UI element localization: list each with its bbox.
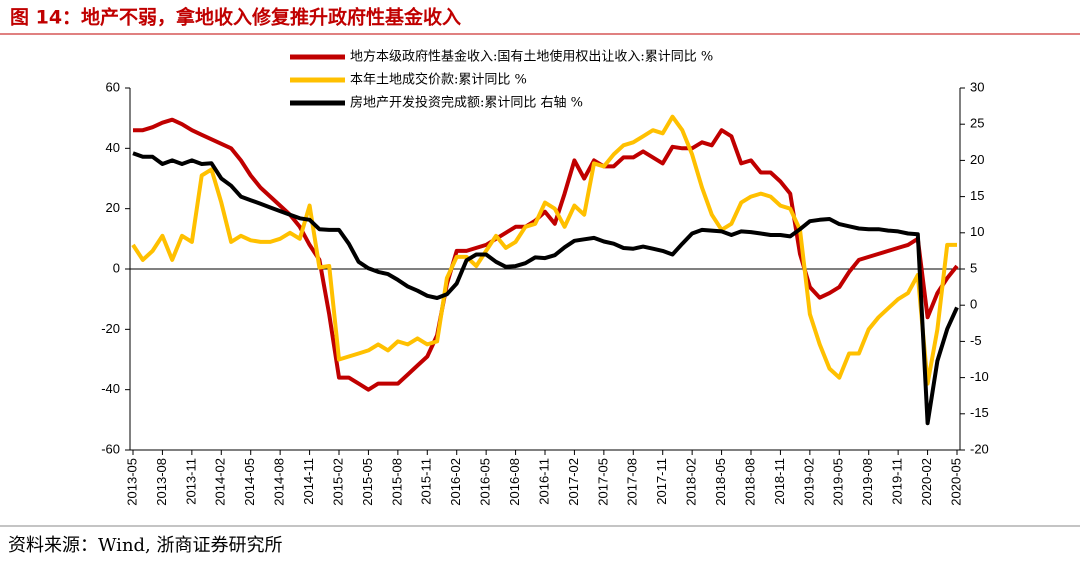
y2-tick-label: -15 — [970, 405, 989, 420]
x-tick-label: 2016-08 — [507, 458, 522, 506]
x-tick-label: 2018-02 — [684, 458, 699, 506]
x-tick-label: 2019-05 — [831, 458, 846, 506]
source-note: 资料来源：Wind, 浙商证券研究所 — [8, 535, 283, 556]
x-tick-label: 2017-08 — [625, 458, 640, 506]
x-tick-label: 2015-11 — [419, 458, 434, 505]
y-tick-label: -60 — [101, 441, 120, 456]
x-tick-label: 2020-02 — [919, 458, 934, 506]
y-tick-label: -40 — [101, 381, 120, 396]
x-tick-label: 2019-02 — [801, 458, 816, 506]
chart-title: 图 14：地产不弱，拿地收入修复推升政府性基金收入 — [10, 6, 461, 29]
x-tick-label: 2017-05 — [595, 458, 610, 506]
y2-tick-label: 30 — [970, 79, 984, 94]
legend-label: 地方本级政府性基金收入:国有土地使用权出让收入:累计同比 % — [350, 49, 713, 65]
x-tick-label: 2015-05 — [360, 458, 375, 506]
y2-tick-label: 25 — [970, 116, 984, 131]
series-line — [133, 117, 959, 392]
x-tick-label: 2015-02 — [330, 458, 345, 506]
x-tick-label: 2014-08 — [272, 458, 287, 506]
y-tick-label: 60 — [106, 79, 120, 94]
x-tick-label: 2019-08 — [860, 458, 875, 506]
y2-tick-label: -10 — [970, 369, 989, 384]
y-tick-label: 40 — [106, 140, 120, 155]
legend-label: 本年土地成交价款:累计同比 % — [350, 72, 527, 88]
y2-tick-label: 0 — [970, 297, 977, 312]
y2-tick-label: 15 — [970, 188, 984, 203]
y-tick-label: 0 — [113, 260, 120, 275]
x-tick-label: 2014-02 — [213, 458, 228, 506]
y2-tick-label: -5 — [970, 333, 982, 348]
x-tick-label: 2018-11 — [772, 458, 787, 505]
x-tick-label: 2013-08 — [154, 458, 169, 506]
x-tick-label: 2013-05 — [124, 458, 139, 506]
y2-tick-label: 10 — [970, 224, 984, 239]
x-tick-label: 2018-08 — [742, 458, 757, 506]
series-line — [132, 151, 959, 426]
x-tick-label: 2016-02 — [448, 458, 463, 506]
y2-tick-label: 20 — [970, 152, 984, 167]
x-tick-label: 2018-05 — [713, 458, 728, 506]
x-tick-label: 2014-11 — [301, 458, 316, 505]
y2-tick-label: -20 — [970, 441, 989, 456]
x-tick-label: 2020-05 — [948, 458, 963, 506]
series-line — [131, 114, 957, 386]
y2-tick-label: 5 — [970, 260, 977, 275]
x-tick-label: 2017-02 — [566, 458, 581, 506]
legend-label: 房地产开发投资完成额:累计同比 右轴 % — [350, 95, 583, 111]
x-tick-label: 2016-11 — [536, 458, 551, 505]
y-tick-label: 20 — [106, 200, 120, 215]
x-tick-label: 2016-05 — [478, 458, 493, 506]
x-tick-label: 2015-08 — [389, 458, 404, 506]
x-tick-label: 2013-11 — [183, 458, 198, 505]
y-tick-label: -20 — [101, 321, 120, 336]
x-tick-label: 2017-11 — [654, 458, 669, 505]
x-tick-label: 2019-11 — [890, 458, 905, 505]
x-tick-label: 2014-05 — [242, 458, 257, 506]
